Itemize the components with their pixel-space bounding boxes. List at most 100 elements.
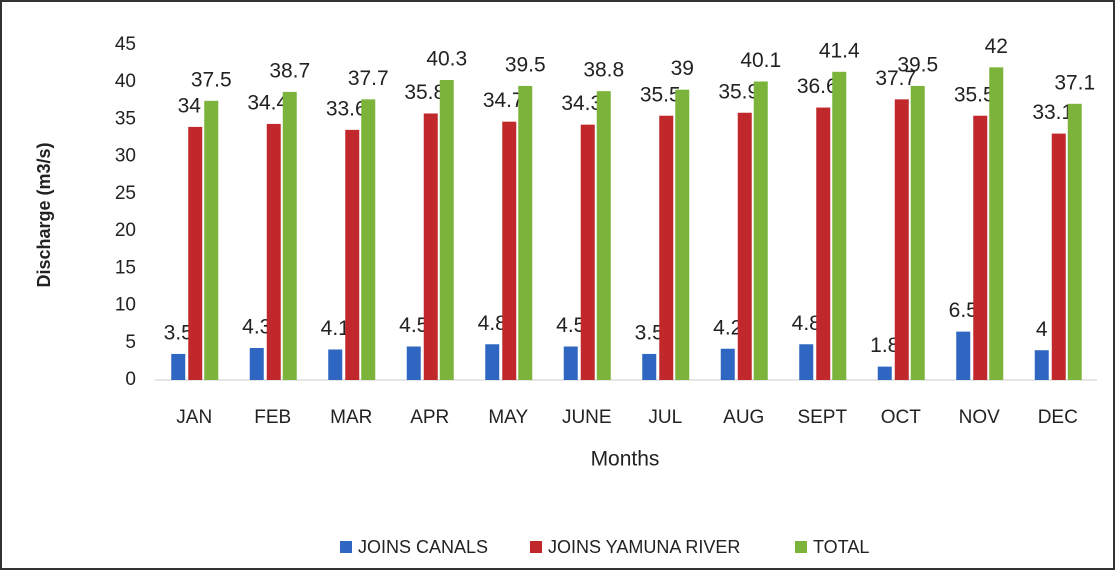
data-label: 39.5 — [897, 53, 938, 76]
bar — [753, 81, 768, 380]
bar — [485, 344, 500, 380]
bar — [1051, 133, 1066, 380]
data-label: 40.3 — [426, 48, 467, 71]
bar — [580, 124, 595, 381]
y-tick-label: 0 — [125, 369, 136, 390]
y-axis-title: Discharge (m3/s) — [34, 142, 54, 287]
bar — [737, 112, 752, 380]
x-tick-label: OCT — [881, 407, 922, 428]
data-label: 1.8 — [870, 334, 899, 357]
bar — [877, 366, 892, 380]
x-tick-label: APR — [410, 407, 449, 428]
x-tick-label: FEB — [254, 407, 291, 428]
legend-label: JOINS YAMUNA RIVER — [548, 537, 740, 557]
x-tick-label: MAY — [488, 407, 528, 428]
data-label: 42 — [985, 35, 1008, 58]
data-label: 34.3 — [561, 92, 602, 115]
bar — [188, 126, 203, 380]
data-label: 37.1 — [1054, 71, 1095, 94]
bar — [675, 89, 690, 381]
data-label: 3.5 — [635, 321, 664, 344]
data-label: 37.7 — [875, 67, 916, 90]
data-label: 39 — [671, 57, 694, 80]
x-tick-label: JAN — [176, 407, 212, 428]
data-label: 35.5 — [954, 83, 995, 106]
legend-swatch — [340, 541, 352, 553]
y-tick-label: 5 — [125, 332, 136, 353]
bar — [720, 348, 735, 380]
bar — [910, 85, 925, 380]
data-label: 4.5 — [556, 314, 585, 337]
bar — [816, 107, 831, 381]
data-label: 38.7 — [269, 59, 310, 82]
bar — [345, 129, 360, 380]
y-tick-label: 15 — [115, 257, 136, 278]
x-tick-label: SEPT — [797, 407, 847, 428]
bar — [361, 99, 376, 380]
data-label: 4.2 — [713, 316, 742, 339]
bar — [563, 346, 578, 380]
bar — [406, 346, 421, 380]
x-axis-title: Months — [591, 448, 660, 471]
data-label: 35.9 — [718, 80, 759, 103]
legend-swatch — [530, 541, 542, 553]
data-label: 39.5 — [505, 53, 546, 76]
bar — [956, 331, 971, 380]
bar — [894, 99, 909, 380]
bar — [439, 79, 454, 380]
data-label: 4.1 — [321, 317, 350, 340]
data-label: 37.5 — [191, 68, 232, 91]
x-tick-label: JUNE — [562, 407, 612, 428]
y-tick-label: 45 — [115, 34, 136, 55]
legend-label: TOTAL — [813, 537, 869, 557]
x-tick-label: NOV — [959, 407, 1001, 428]
y-tick-label: 10 — [115, 295, 136, 316]
data-label: 4.5 — [399, 314, 428, 337]
bar — [1067, 103, 1082, 381]
y-tick-label: 40 — [115, 71, 136, 92]
y-tick-label: 35 — [115, 108, 136, 129]
data-label: 4.8 — [478, 312, 507, 335]
data-label: 34.7 — [483, 89, 524, 112]
data-label: 3.5 — [164, 321, 193, 344]
data-label: 36.6 — [797, 75, 838, 98]
data-label: 6.5 — [949, 299, 978, 322]
bar — [204, 100, 219, 380]
legend-swatch — [795, 541, 807, 553]
x-tick-label: JUL — [648, 407, 682, 428]
bar — [642, 353, 657, 380]
data-label: 34.4 — [247, 91, 288, 114]
bar — [799, 344, 814, 380]
y-tick-label: 30 — [115, 146, 136, 167]
data-label: 35.8 — [404, 81, 445, 104]
bar — [171, 353, 186, 380]
y-tick-label: 25 — [115, 183, 136, 204]
data-label: 4.8 — [792, 312, 821, 335]
data-label: 37.7 — [348, 67, 389, 90]
bar — [266, 123, 281, 381]
data-label: 4 — [1036, 318, 1048, 341]
data-label: 40.1 — [740, 49, 781, 72]
bar — [423, 113, 438, 380]
x-tick-label: MAR — [330, 407, 372, 428]
bar — [832, 71, 847, 381]
bar — [989, 67, 1004, 380]
y-tick-label: 20 — [115, 220, 136, 241]
data-label: 34 — [178, 94, 202, 117]
bar — [973, 115, 988, 380]
bar — [659, 115, 674, 380]
data-label: 33.1 — [1032, 101, 1073, 124]
data-label: 4.3 — [242, 316, 271, 339]
x-tick-label: DEC — [1038, 407, 1078, 428]
bar — [518, 85, 533, 380]
bar — [328, 349, 343, 380]
legend-label: JOINS CANALS — [358, 537, 488, 557]
bar — [596, 91, 611, 381]
data-label: 38.8 — [583, 59, 624, 82]
bar — [502, 121, 517, 380]
x-tick-label: AUG — [723, 407, 764, 428]
bar — [249, 347, 264, 380]
